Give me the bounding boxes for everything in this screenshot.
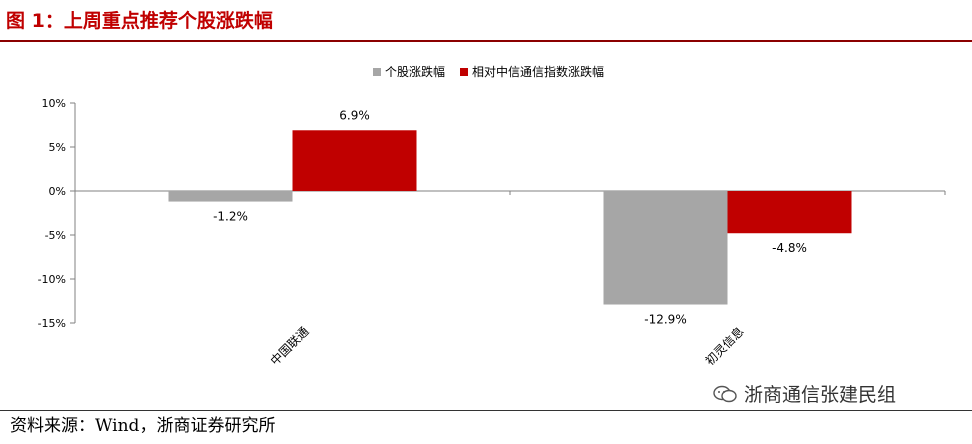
legend-swatch-1 bbox=[373, 68, 381, 76]
wechat-logo-icon bbox=[712, 383, 738, 403]
title-rule bbox=[0, 40, 972, 42]
source-rule bbox=[0, 410, 972, 411]
y-tick-label: -15% bbox=[38, 317, 66, 330]
legend-label-1: 个股涨跌幅 bbox=[385, 64, 445, 79]
x-category-label: 中国联通 bbox=[267, 324, 312, 369]
bar-stock-2 bbox=[603, 191, 728, 305]
wechat-watermark: 浙商通信张建民组 bbox=[712, 380, 896, 410]
figure-title: 图 1：上周重点推荐个股涨跌幅 bbox=[6, 10, 273, 32]
y-tick-label: -5% bbox=[45, 229, 66, 242]
data-label: -1.2% bbox=[213, 210, 248, 224]
data-label: -4.8% bbox=[772, 241, 807, 255]
bar-chart: 个股涨跌幅 相对中信通信指数涨跌幅 10% 5% 0% -5% -10% -15% -1.2% 6… bbox=[38, 64, 946, 369]
source-note: 资料来源：Wind，浙商证券研究所 bbox=[10, 416, 276, 436]
legend-swatch-2 bbox=[460, 68, 468, 76]
y-tick-label: 0% bbox=[49, 185, 66, 198]
bar-stock-1 bbox=[168, 191, 293, 202]
watermark-text: 浙商通信张建民组 bbox=[744, 384, 897, 406]
legend-label-2: 相对中信通信指数涨跌幅 bbox=[472, 64, 604, 79]
data-label: -12.9% bbox=[644, 313, 686, 327]
bar-index-2 bbox=[727, 191, 852, 234]
data-label: 6.9% bbox=[339, 108, 370, 122]
y-tick-label: 5% bbox=[49, 141, 66, 154]
bar-index-1 bbox=[292, 130, 417, 191]
y-tick-label: -10% bbox=[38, 273, 66, 286]
x-category-label: 初灵信息 bbox=[702, 324, 747, 369]
y-tick-label: 10% bbox=[42, 97, 66, 110]
